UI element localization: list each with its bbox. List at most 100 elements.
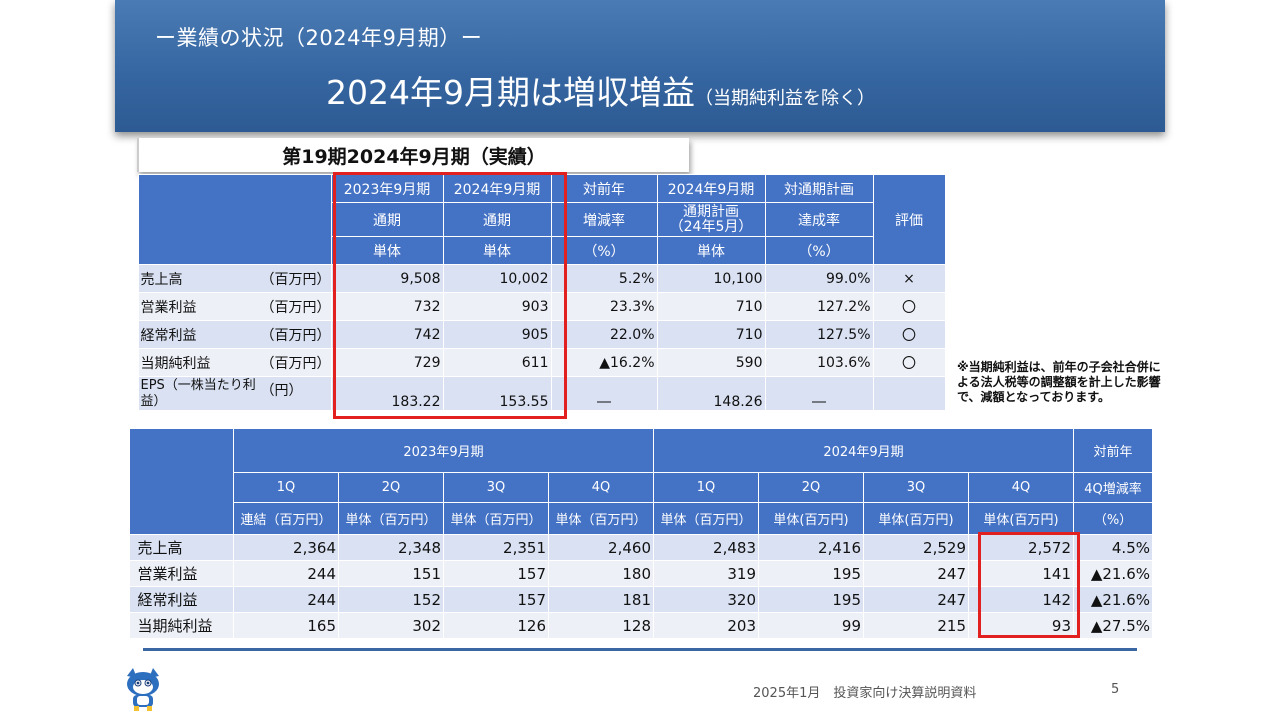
table-cell: 127.5%: [764, 320, 874, 349]
table-cell: ―: [550, 376, 658, 411]
divider: [143, 648, 1137, 651]
header-unit: 単体(百万円): [863, 502, 969, 535]
table-cell: 320: [653, 586, 759, 613]
table-cell: 2,364: [233, 534, 339, 561]
table-row: EPS（一株当たり利益） （円） 183.22 153.55 ― 148.26 …: [138, 376, 946, 411]
table-cell: 127.2%: [764, 292, 874, 321]
table-cell: 2,348: [338, 534, 444, 561]
evaluation-cell: [872, 376, 946, 411]
header-unit: 連結（百万円）: [233, 502, 339, 535]
table-cell: 103.6%: [764, 348, 874, 377]
evaluation-cell: 〇: [872, 292, 946, 321]
table-row: 当期純利益 165 302 126 128 203 99 215 93 ▲27.…: [129, 612, 1153, 639]
header-cell: 単体: [330, 236, 444, 265]
table-cell: 181: [548, 586, 654, 613]
slide-kicker: ー業績の状況（2024年9月期）ー: [155, 26, 483, 50]
row-label: 当期純利益: [138, 348, 259, 377]
table-cell: 99.0%: [764, 264, 874, 293]
table-cell: 742: [330, 320, 444, 349]
header-cell: 対通期計画: [764, 174, 874, 203]
table-cell: 23.3%: [550, 292, 658, 321]
table-cell: 157: [443, 586, 549, 613]
table-cell: 183.22: [330, 376, 444, 411]
slide-headline: 2024年9月期は増収増益（当期純利益を除く）: [326, 66, 875, 114]
header-cell: 達成率: [764, 202, 874, 237]
table-cell: ▲27.5%: [1073, 612, 1153, 639]
table-cell: 152: [338, 586, 444, 613]
table-cell: ―: [764, 376, 874, 411]
table-cell: 165: [233, 612, 339, 639]
header-cell: 対前年: [550, 174, 658, 203]
table-cell: ▲21.6%: [1073, 586, 1153, 613]
table-cell: 732: [330, 292, 444, 321]
row-unit: （百万円）: [258, 292, 331, 321]
table-row: 営業利益 244 151 157 180 319 195 247 141 ▲21…: [129, 560, 1153, 587]
header-cell: 通期計画 （24年5月）: [656, 202, 766, 237]
section-label: 第19期2024年9月期（実績）: [137, 138, 689, 172]
table-cell: 9,508: [330, 264, 444, 293]
row-label: EPS（一株当たり利益）: [138, 376, 259, 411]
table-cell: 4.5%: [1073, 534, 1153, 561]
table-cell: 215: [863, 612, 969, 639]
table-cell: 195: [758, 560, 864, 587]
header-unit: 単体（百万円）: [653, 502, 759, 535]
table-row: 経常利益 244 152 157 181 320 195 247 142 ▲21…: [129, 586, 1153, 613]
table-cell: 319: [653, 560, 759, 587]
header-quarter: 2Q: [338, 472, 444, 503]
header-quarter: 3Q: [863, 472, 969, 503]
table-cell: 2,529: [863, 534, 969, 561]
table-cell: 195: [758, 586, 864, 613]
table-cell: 128: [548, 612, 654, 639]
header-quarter: 2Q: [758, 472, 864, 503]
table-cell: 153.55: [442, 376, 552, 411]
title-banner: [115, 0, 1165, 132]
header-corner: [129, 428, 234, 535]
header-quarter: 1Q: [233, 472, 339, 503]
evaluation-cell: ×: [872, 264, 946, 293]
table-cell: 247: [863, 586, 969, 613]
header-quarter: 3Q: [443, 472, 549, 503]
quarterly-results-table: 2023年9月期 2024年9月期 対前年 1Q 2Q 3Q 4Q 1Q 2Q …: [129, 428, 1153, 639]
row-label: 経常利益: [138, 320, 259, 349]
table-cell: 151: [338, 560, 444, 587]
table-cell: 244: [233, 586, 339, 613]
table-row: 経常利益 （百万円） 742 905 22.0% 710 127.5% 〇: [138, 320, 946, 349]
row-label: 営業利益: [138, 292, 259, 321]
table-row: 売上高 （百万円） 9,508 10,002 5.2% 10,100 99.0%…: [138, 264, 946, 293]
table-cell: ▲16.2%: [550, 348, 658, 377]
table-cell: 2,351: [443, 534, 549, 561]
header-unit: （%）: [1073, 502, 1153, 535]
table-cell: 302: [338, 612, 444, 639]
row-unit: （円）: [258, 376, 331, 411]
table-cell: 2,460: [548, 534, 654, 561]
row-unit: （百万円）: [258, 320, 331, 349]
table-cell: 2,416: [758, 534, 864, 561]
headline-note: （当期純利益を除く）: [694, 88, 875, 109]
table-cell: 2,572: [968, 534, 1074, 561]
row-unit: （百万円）: [258, 264, 331, 293]
table-row: 営業利益 （百万円） 732 903 23.3% 710 127.2% 〇: [138, 292, 946, 321]
table-cell: 611: [442, 348, 552, 377]
header-period-2023: 2023年9月期: [233, 428, 654, 473]
table-cell: 590: [656, 348, 766, 377]
row-label: 当期純利益: [129, 612, 234, 639]
evaluation-cell: 〇: [872, 320, 946, 349]
headline-main: 2024年9月期は増収増益: [326, 73, 695, 112]
header-corner: [138, 174, 332, 265]
row-unit: （百万円）: [258, 348, 331, 377]
table-row: 当期純利益 （百万円） 729 611 ▲16.2% 590 103.6% 〇: [138, 348, 946, 377]
footer-text: 2025年1月 投資家向け決算説明資料: [753, 686, 977, 701]
table-cell: 93: [968, 612, 1074, 639]
header-quarter: 4Q: [548, 472, 654, 503]
table-cell: 148.26: [656, 376, 766, 411]
annual-results-table: 2023年9月期 2024年9月期 対前年 2024年9月期 対通期計画 評価 …: [138, 174, 946, 411]
evaluation-cell: 〇: [872, 348, 946, 377]
table-cell: 126: [443, 612, 549, 639]
table-cell: 142: [968, 586, 1074, 613]
header-unit: 単体(百万円): [758, 502, 864, 535]
table-cell: 22.0%: [550, 320, 658, 349]
table-cell: 244: [233, 560, 339, 587]
row-label: 営業利益: [129, 560, 234, 587]
table-cell: 710: [656, 292, 766, 321]
header-yoy: 対前年: [1073, 428, 1153, 473]
